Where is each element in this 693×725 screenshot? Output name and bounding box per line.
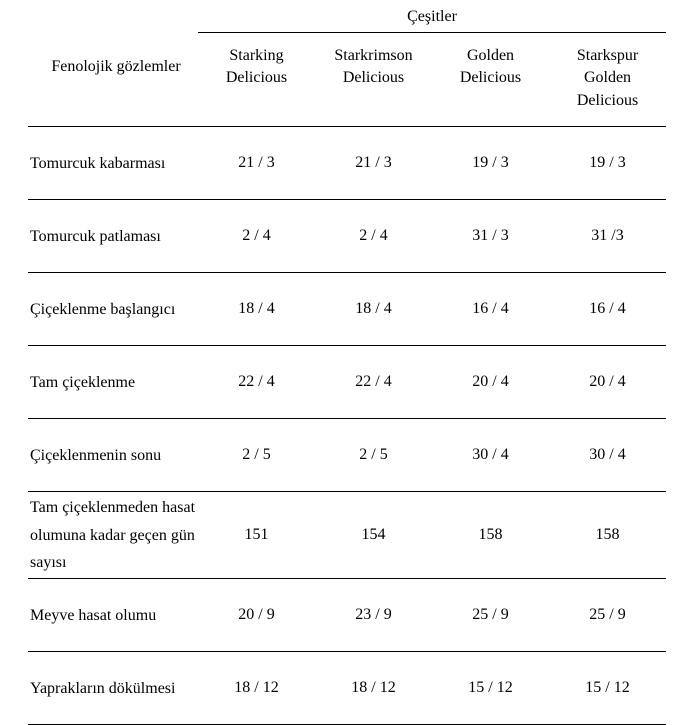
row-label: Çiçeklenmenin sonu <box>28 419 198 492</box>
column-header: Starkrimson Delicious <box>315 33 432 127</box>
row-label: Tomurcuk patlaması <box>28 200 198 273</box>
column-header: Golden Delicious <box>432 33 549 127</box>
row-label: Meyve hasat olumu <box>28 579 198 652</box>
table-body: Tomurcuk kabarması 21 / 3 21 / 3 19 / 3 … <box>28 127 666 725</box>
row-label: Tomurcuk kabarması <box>28 127 198 200</box>
cell: 30 / 4 <box>432 419 549 492</box>
table-row: Tam çiçeklenme 22 / 4 22 / 4 20 / 4 20 /… <box>28 346 666 419</box>
cell: 20 / 4 <box>432 346 549 419</box>
column-header: Starking Delicious <box>198 33 315 127</box>
cell: 20 / 9 <box>198 579 315 652</box>
cell: 30 / 4 <box>549 419 666 492</box>
cell: 2 / 4 <box>315 200 432 273</box>
cell: 25 / 9 <box>549 579 666 652</box>
cell: 16 / 4 <box>432 273 549 346</box>
cell: 154 <box>315 492 432 579</box>
table-container: Fenolojik gözlemler Çeşitler Starking De… <box>0 0 693 725</box>
cell: 16 / 4 <box>549 273 666 346</box>
cell: 18 / 4 <box>315 273 432 346</box>
cell: 15 / 12 <box>549 652 666 725</box>
cell: 20 / 4 <box>549 346 666 419</box>
cell: 158 <box>549 492 666 579</box>
cell: 2 / 5 <box>315 419 432 492</box>
row-label: Yaprakların dökülmesi <box>28 652 198 725</box>
cell: 25 / 9 <box>432 579 549 652</box>
cell: 31 / 3 <box>432 200 549 273</box>
row-label: Tam çiçeklenme <box>28 346 198 419</box>
table-row: Çiçeklenme başlangıcı 18 / 4 18 / 4 16 /… <box>28 273 666 346</box>
table-row: Tomurcuk kabarması 21 / 3 21 / 3 19 / 3 … <box>28 127 666 200</box>
column-header: Starkspur Golden Delicious <box>549 33 666 127</box>
cell: 18 / 12 <box>315 652 432 725</box>
cell: 151 <box>198 492 315 579</box>
cell: 18 / 12 <box>198 652 315 725</box>
cell: 22 / 4 <box>198 346 315 419</box>
cell: 2 / 4 <box>198 200 315 273</box>
cell: 31 /3 <box>549 200 666 273</box>
table-row: Tam çiçeklenmeden hasat olumuna kadar ge… <box>28 492 666 579</box>
phenology-table: Fenolojik gözlemler Çeşitler Starking De… <box>28 8 666 725</box>
table-row: Çiçeklenmenin sonu 2 / 5 2 / 5 30 / 4 30… <box>28 419 666 492</box>
table-row: Yaprakların dökülmesi 18 / 12 18 / 12 15… <box>28 652 666 725</box>
cell: 19 / 3 <box>432 127 549 200</box>
cell: 158 <box>432 492 549 579</box>
cell: 23 / 9 <box>315 579 432 652</box>
cell: 21 / 3 <box>315 127 432 200</box>
table-head: Fenolojik gözlemler Çeşitler Starking De… <box>28 8 666 127</box>
cell: 22 / 4 <box>315 346 432 419</box>
column-group-title: Çeşitler <box>198 8 666 33</box>
cell: 2 / 5 <box>198 419 315 492</box>
row-label: Çiçeklenme başlangıcı <box>28 273 198 346</box>
cell: 18 / 4 <box>198 273 315 346</box>
row-label: Tam çiçeklenmeden hasat olumuna kadar ge… <box>28 492 198 579</box>
table-row: Meyve hasat olumu 20 / 9 23 / 9 25 / 9 2… <box>28 579 666 652</box>
cell: 15 / 12 <box>432 652 549 725</box>
table-row: Tomurcuk patlaması 2 / 4 2 / 4 31 / 3 31… <box>28 200 666 273</box>
cell: 21 / 3 <box>198 127 315 200</box>
row-header-title: Fenolojik gözlemler <box>28 8 198 127</box>
cell: 19 / 3 <box>549 127 666 200</box>
